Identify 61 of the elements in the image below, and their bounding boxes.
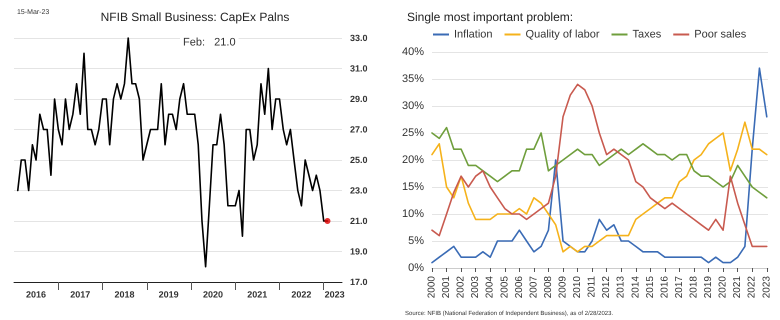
y-tick-label: 40%: [402, 46, 424, 58]
line-series: [431, 67, 768, 264]
x-tick-label: 2020: [718, 276, 729, 298]
x-tick-label: 2006: [514, 276, 525, 298]
y-tick-label: 30%: [402, 100, 424, 112]
y-tick-label: 35%: [402, 73, 424, 85]
x-tick-label: 2016: [26, 290, 46, 300]
y-tick-label: 10%: [402, 208, 424, 220]
x-tick-label: 2020: [202, 290, 224, 300]
x-tick-label: 2017: [70, 290, 90, 300]
line-series: [431, 84, 768, 248]
x-tick-label: 2022: [746, 276, 758, 298]
y-tick-label: 0%: [408, 262, 424, 274]
annotation: Feb: 21.0: [183, 36, 236, 48]
legend-label: Quality of labor: [526, 28, 600, 40]
y-tick-label: 29.0: [350, 94, 368, 104]
y-tick-label: 31.0: [350, 64, 368, 74]
x-tick-label: 2002: [456, 276, 467, 298]
x-tick-label: 2004: [484, 276, 496, 298]
x-tick-label: 2000: [426, 276, 438, 298]
x-tick-label: 2022: [291, 290, 312, 300]
y-tick-label: 23.0: [350, 186, 368, 196]
chart-title: Single most important problem:: [407, 10, 574, 24]
x-tick-label: 2003: [470, 276, 482, 298]
x-tick-label: 2018: [688, 276, 700, 298]
y-tick-label: 27.0: [350, 124, 368, 134]
x-tick-label: 2013: [616, 276, 627, 298]
x-tick-label: 2014: [630, 276, 642, 298]
legend-label: Poor sales: [694, 28, 747, 40]
y-tick-label: 20%: [402, 154, 424, 166]
x-tick-label: 2011: [586, 276, 598, 298]
x-tick-label: 2009: [558, 276, 569, 298]
x-tick-label: 2012: [601, 276, 612, 298]
x-tick-label: 2015: [644, 276, 656, 298]
x-tick-label: 2001: [441, 276, 452, 298]
x-tick-label: 2021: [247, 290, 268, 300]
x-tick-label: 2019: [703, 276, 714, 298]
chart-title: NFIB Small Business: CapEx Palns: [100, 10, 290, 24]
x-tick-label: 2005: [499, 276, 510, 298]
x-tick-label: 2019: [158, 290, 179, 300]
x-tick-label: 2016: [659, 276, 670, 298]
y-tick-label: 15%: [402, 181, 424, 193]
x-tick-label: 2021: [732, 276, 744, 298]
y-tick-label: 5%: [408, 235, 424, 247]
x-tick-label: 2007: [528, 276, 540, 298]
y-tick-label: 25%: [402, 127, 424, 139]
y-tick-label: 19.0: [350, 246, 368, 256]
y-tick-label: 33.0: [350, 33, 368, 43]
x-tick-label: 2017: [674, 276, 685, 298]
y-tick-label: 21.0: [350, 216, 368, 226]
x-tick-label: 2010: [572, 276, 584, 298]
y-tick-label: 17.0: [350, 277, 368, 287]
x-tick-label: 2023: [761, 276, 772, 298]
legend-label: Inflation: [454, 28, 493, 40]
x-tick-label: 2008: [542, 276, 554, 298]
y-tick-label: 25.0: [350, 155, 368, 165]
line-series: [431, 121, 768, 253]
x-tick-label: 2023: [324, 290, 345, 300]
line-series: [431, 126, 768, 199]
x-tick-label: 2018: [114, 290, 134, 300]
legend-label: Taxes: [632, 28, 662, 40]
